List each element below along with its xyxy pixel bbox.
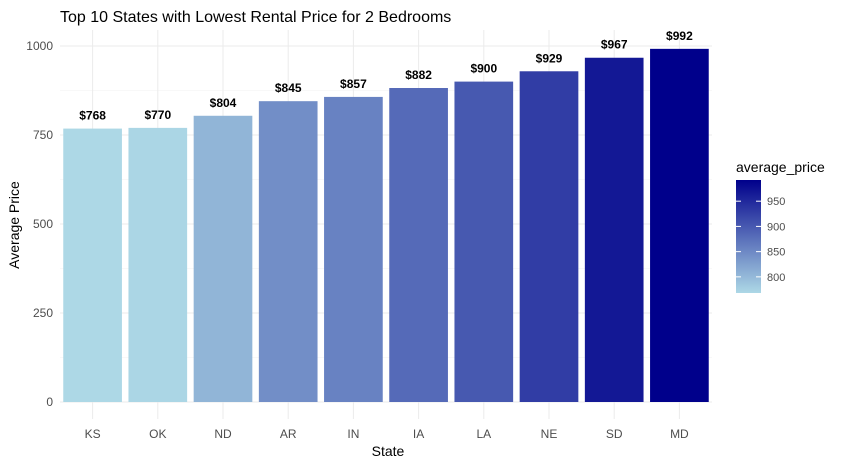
bars (63, 48, 709, 403)
data-label-ks: $768 (79, 109, 106, 123)
data-label-ia: $882 (405, 68, 432, 82)
data-label-ne: $929 (536, 51, 563, 65)
legend: average_price 800 850 900 950 (736, 159, 825, 293)
data-label-in: $857 (340, 77, 367, 91)
y-tick-label: 0 (46, 395, 53, 409)
x-tick-label: KS (85, 427, 101, 441)
x-tick-label: ND (214, 427, 232, 441)
x-tick-label: LA (476, 427, 491, 441)
data-label-la: $900 (470, 62, 497, 76)
bar-ok (128, 127, 188, 402)
legend-colorbar (736, 180, 761, 293)
y-tick-label: 750 (33, 128, 53, 142)
x-tick-label: NE (541, 427, 558, 441)
bar-nd (193, 115, 253, 402)
y-tick-label: 1000 (26, 39, 53, 53)
bar-sd (584, 57, 644, 403)
bar-la (454, 81, 514, 402)
data-label-ok: $770 (144, 108, 171, 122)
legend-ticks: 800 850 900 950 (736, 196, 785, 284)
data-labels: $768 $770 $804 $845 $857 $882 $900 $929 $967 $992 (79, 29, 693, 123)
y-tick-label: 250 (33, 306, 53, 320)
x-tick-label: OK (149, 427, 166, 441)
legend-tick-label: 850 (767, 247, 785, 259)
bar-ar (258, 101, 318, 403)
x-tick-label: MD (670, 427, 689, 441)
x-tick-label: AR (280, 427, 297, 441)
bar-ne (519, 71, 579, 402)
y-axis-title: Average Price (6, 181, 22, 269)
bar-ks (63, 128, 122, 403)
data-label-ar: $845 (275, 81, 302, 95)
x-tick-label: SD (606, 427, 623, 441)
legend-tick-label: 800 (767, 272, 785, 284)
y-tick-label: 500 (33, 217, 53, 231)
x-tick-label: IN (347, 427, 359, 441)
x-tick-label: IA (413, 427, 424, 441)
legend-title: average_price (736, 159, 825, 175)
legend-tick-label: 950 (767, 196, 785, 208)
chart-title: Top 10 States with Lowest Rental Price f… (60, 9, 451, 26)
y-axis-ticks: 0 250 500 750 1000 (26, 39, 53, 409)
bar-ia (389, 88, 448, 403)
x-axis-title: State (372, 443, 405, 459)
legend-tick-label: 900 (767, 221, 785, 233)
bar-in (324, 96, 383, 403)
data-label-nd: $804 (210, 96, 237, 110)
x-axis-ticks: KS OK ND AR IN IA LA NE SD MD (85, 427, 689, 441)
data-label-sd: $967 (601, 38, 628, 52)
bar-md (650, 48, 709, 403)
data-label-md: $992 (666, 29, 693, 43)
